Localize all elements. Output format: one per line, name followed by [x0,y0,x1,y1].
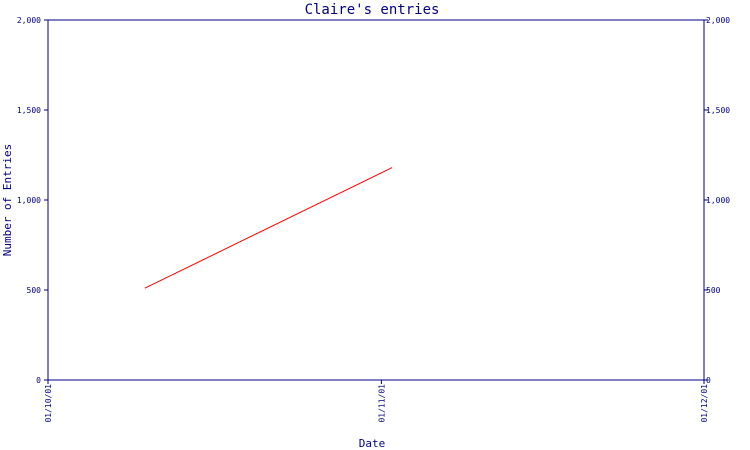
series-layer [144,167,393,289]
x-tick-label: 01/11/01 [377,384,386,423]
y-tick-label-left: 1,500 [17,106,41,115]
y-tick-label-right: 1,500 [706,106,730,115]
plot-area-frame [47,19,705,381]
chart-title: Claire's entries [305,2,440,18]
series-line [144,167,393,289]
y-axis-right: 0 500 1,000 1,500 2,000 [704,16,730,385]
y-tick-label-right: 2,000 [706,16,730,25]
y-tick-label-left: 0 [36,376,41,385]
x-axis-label: Date [359,437,386,450]
y-axis-label: Number of Entries [1,144,14,257]
y-tick-label-right: 0 [706,376,711,385]
y-tick-label-right: 500 [706,286,721,295]
x-tick-label: 01/12/01 [700,384,709,423]
x-tick-label: 01/10/01 [44,384,53,423]
y-tick-label-right: 1,000 [706,196,730,205]
x-axis: 01/10/01 01/11/01 01/12/01 [44,380,709,423]
y-tick-label-left: 2,000 [17,16,41,25]
y-tick-label-left: 1,000 [17,196,41,205]
y-axis-left: 0 500 1,000 1,500 2,000 [17,16,48,385]
y-tick-label-left: 500 [27,286,42,295]
